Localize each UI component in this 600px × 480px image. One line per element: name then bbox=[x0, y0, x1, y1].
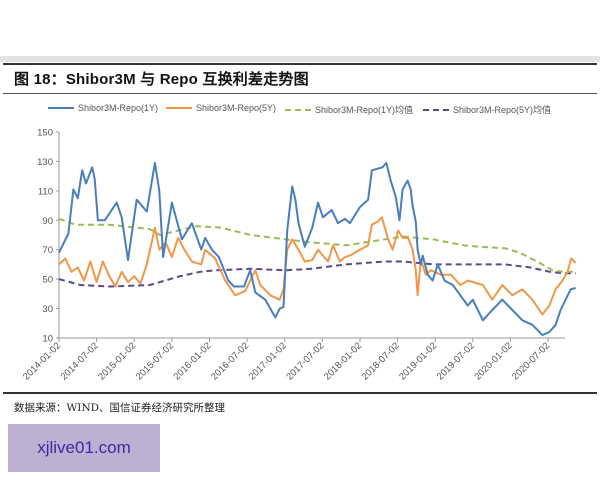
title-bottom-rule bbox=[3, 93, 597, 94]
legend-line-1y-mean bbox=[285, 108, 311, 111]
figure-title: 图 18：Shibor3M 与 Repo 互换利差走势图 bbox=[14, 71, 309, 88]
y-axis: 10 30 50 70 90 110 130 150 bbox=[37, 128, 60, 345]
y-tick-label: 90 bbox=[42, 216, 53, 227]
x-tick-label: 2019-07-02 bbox=[435, 340, 477, 382]
x-tick-label: 2016-01-02 bbox=[171, 340, 213, 382]
figure-bottom-rule bbox=[3, 392, 597, 394]
series-line-1 bbox=[58, 216, 577, 316]
x-tick-label: 2015-07-02 bbox=[134, 340, 176, 382]
plot-series bbox=[58, 161, 577, 337]
series-line-3 bbox=[58, 260, 576, 288]
x-tick-label: 2017-07-02 bbox=[284, 340, 326, 382]
legend-line-5y bbox=[166, 107, 192, 109]
x-tick-label: 2018-01-02 bbox=[322, 340, 364, 382]
x-tick-label: 2019-01-02 bbox=[397, 340, 439, 382]
legend-label: Shibor3M-Repo(1Y)均值 bbox=[315, 105, 414, 115]
y-tick-label: 10 bbox=[42, 334, 53, 345]
series-line-0 bbox=[58, 161, 576, 337]
legend-label: Shibor3M-Repo(1Y) bbox=[78, 103, 159, 113]
x-tick-label: 2017-01-02 bbox=[247, 340, 289, 382]
y-tick-label: 130 bbox=[37, 157, 53, 168]
legend-item-5y-mean: Shibor3M-Repo(5Y)均值 bbox=[423, 103, 551, 116]
y-tick-label: 50 bbox=[42, 275, 53, 286]
x-tick-label: 2020-01-02 bbox=[472, 340, 514, 382]
legend-item-1y: Shibor3M-Repo(1Y) bbox=[48, 103, 158, 113]
series-line-2 bbox=[58, 217, 576, 273]
x-tick-label: 2016-07-02 bbox=[209, 340, 251, 382]
legend-label: Shibor3M-Repo(5Y) bbox=[196, 103, 277, 113]
x-tick-label: 2014-01-02 bbox=[21, 340, 63, 382]
x-tick-label: 2018-07-02 bbox=[360, 340, 402, 382]
watermark: xjlive01.com bbox=[8, 424, 160, 472]
y-tick-label: 70 bbox=[42, 245, 53, 256]
y-tick-label: 30 bbox=[42, 304, 53, 315]
x-tick-label: 2015-01-02 bbox=[96, 340, 138, 382]
y-tick-label: 110 bbox=[38, 186, 53, 197]
line-chart: 10 30 50 70 90 110 130 150 2014-01-022014-07-02… bbox=[21, 128, 577, 382]
watermark-text: xjlive01.com bbox=[37, 438, 131, 457]
legend-item-1y-mean: Shibor3M-Repo(1Y)均值 bbox=[285, 103, 413, 116]
y-tick-label: 150 bbox=[37, 128, 53, 139]
x-tick-label: 2014-07-02 bbox=[59, 340, 101, 382]
legend-item-5y: Shibor3M-Repo(5Y) bbox=[166, 103, 276, 113]
chart-legend: Shibor3M-Repo(1Y) Shibor3M-Repo(5Y) Shib… bbox=[0, 103, 600, 117]
legend-line-5y-mean bbox=[423, 108, 449, 111]
x-axis: 2014-01-022014-07-022015-01-022015-07-02… bbox=[21, 337, 565, 382]
legend-label: Shibor3M-Repo(5Y)均值 bbox=[453, 105, 552, 115]
legend-line-1y bbox=[48, 107, 74, 109]
x-tick-label: 2020-07-02 bbox=[510, 340, 552, 382]
title-top-rule bbox=[3, 63, 597, 65]
top-band bbox=[0, 56, 600, 62]
source-note: 数据来源：WIND、国信证券经济研究所整理 bbox=[14, 402, 226, 414]
